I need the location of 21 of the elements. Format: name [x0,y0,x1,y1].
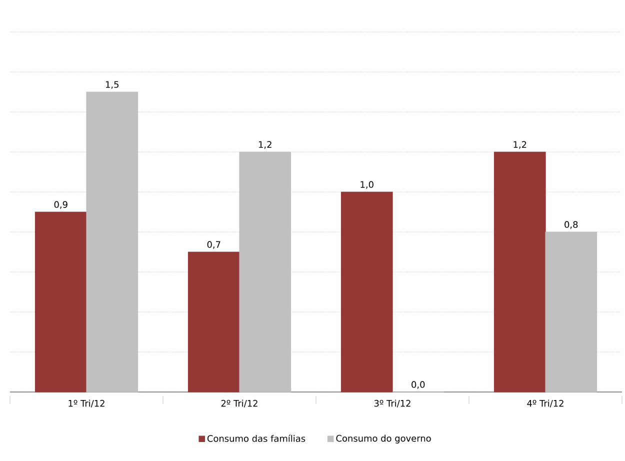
data-label: 1,2 [514,141,526,149]
legend-label: Consumo do governo [336,434,431,444]
x-tick-label: 3º Tri/12 [374,400,410,408]
bar [340,192,393,392]
legend-label: Consumo das famílias [207,434,306,442]
bar [188,252,240,392]
bar [239,152,292,392]
data-label: 0,8 [564,221,578,229]
bar [86,92,138,392]
data-label: 1,2 [258,141,272,149]
x-tick-label: 1º Tri/12 [68,400,104,408]
data-label: 0,9 [54,201,68,209]
data-label: 0,0 [412,381,425,389]
bar [494,152,546,392]
x-tick-label: 2º Tri/12 [221,400,258,408]
bar [545,232,598,392]
data-label: 1,5 [106,81,118,89]
data-label: 0,7 [207,241,220,249]
x-tick-label: 4º Tri/12 [527,400,564,408]
bar [34,212,87,392]
data-label: 1,0 [360,181,374,189]
